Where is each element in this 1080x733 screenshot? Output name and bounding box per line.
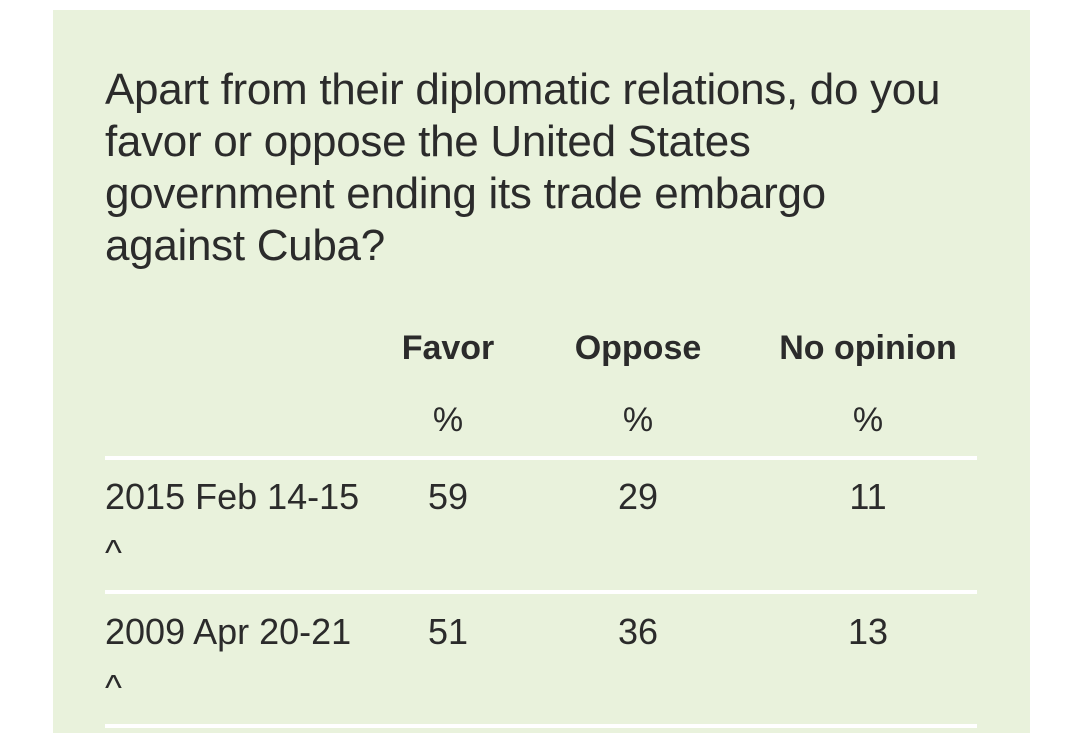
unit-label-oppose: % [622,401,654,439]
poll-card: Apart from their diplomatic relations, d… [53,10,1030,733]
row-divider [105,590,977,594]
column-header-favor: Favor [401,329,495,367]
row-no-opinion-value: 11 [849,476,887,517]
row-no-opinion-value: 13 [847,611,889,652]
row-oppose-value: 36 [617,611,659,652]
row-date: 2015 Feb 14-15 ^ [105,476,360,573]
row-favor-value: 59 [427,476,469,517]
unit-label-no-opinion: % [852,401,884,439]
row-favor-value: 51 [427,611,469,652]
unit-label-favor: % [432,401,464,439]
column-header-oppose: Oppose [574,329,702,367]
poll-question: Apart from their diplomatic relations, d… [105,65,941,270]
row-date: 2009 Apr 20-21 ^ [105,611,352,708]
column-header-no-opinion: No opinion [779,329,957,367]
header-divider [105,456,977,460]
row-divider [105,724,977,728]
row-oppose-value: 29 [617,476,659,517]
